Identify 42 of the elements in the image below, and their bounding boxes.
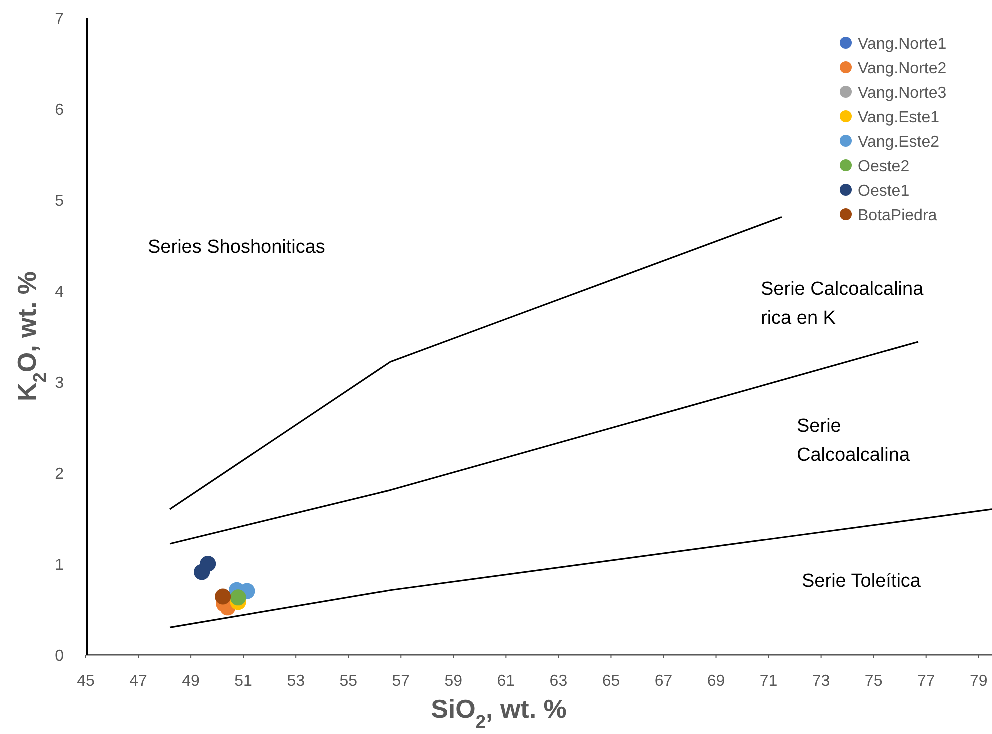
point <box>200 556 216 572</box>
x-tick-label: 79 <box>970 673 988 690</box>
x-tick-label: 51 <box>234 673 253 690</box>
annotation: Series Shoshoniticas <box>148 237 326 258</box>
legend-label: Vang.Norte1 <box>858 36 947 53</box>
x-tick-label: 45 <box>77 673 95 690</box>
x-tick-label: 73 <box>812 673 830 690</box>
x-tick-label: 77 <box>917 673 936 690</box>
x-axis-title: SiO$_{2}$, wt. % <box>431 694 567 732</box>
y-tick-label: 4 <box>55 284 64 301</box>
annotation: Serie Calcoalcalina rica en K <box>761 279 924 329</box>
y-tick-label: 7 <box>55 11 64 28</box>
y-tick-label: 6 <box>55 102 64 119</box>
x-tick-label: 59 <box>444 673 463 690</box>
x-tick-label: 53 <box>287 673 306 690</box>
annotation: Serie Calcoalcalina <box>797 416 910 466</box>
x-tick-label: 75 <box>864 673 883 690</box>
legend-label: Vang.Norte3 <box>858 85 947 102</box>
x-tick-label: 67 <box>654 673 673 690</box>
x-tick-label: 71 <box>760 673 778 690</box>
legend-label: BotaPiedra <box>858 208 938 224</box>
legend-label: Oeste2 <box>858 158 910 176</box>
y-tick-label: 3 <box>55 375 64 392</box>
x-tick-label: 47 <box>130 673 148 690</box>
legend-label: Vang.Este2 <box>858 134 940 151</box>
y-tick-label: 0 <box>55 648 64 665</box>
legend-label: Vang.Este1 <box>858 110 940 126</box>
x-tick-label: 49 <box>182 673 200 690</box>
x-tick-label: 61 <box>497 673 516 690</box>
point <box>215 588 232 605</box>
legend-label: Oeste1 <box>858 183 910 200</box>
y-tick-label: 2 <box>55 466 64 483</box>
x-tick-label: 55 <box>340 673 358 690</box>
annotation: Serie Toleítica <box>802 571 922 592</box>
y-tick-label: 5 <box>55 193 64 210</box>
x-tick-label: 65 <box>602 673 620 690</box>
x-tick-label: 69 <box>707 673 726 690</box>
legend-label: Vang.Norte2 <box>858 60 947 78</box>
x-tick-label: 57 <box>392 673 410 690</box>
y-tick-label: 1 <box>55 557 64 574</box>
point <box>230 590 246 606</box>
x-tick-label: 63 <box>550 673 568 690</box>
